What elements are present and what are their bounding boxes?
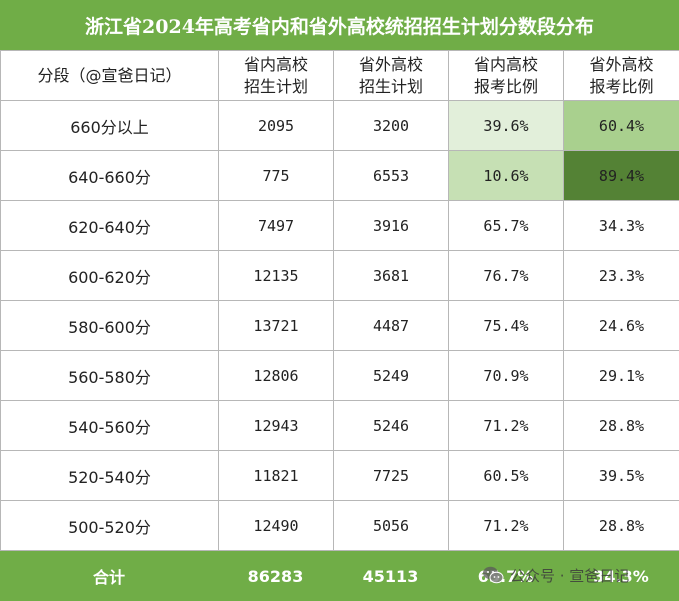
header-out-ratio: 省外高校 报考比例: [563, 50, 679, 101]
in-plan-cell: 12490: [218, 500, 334, 551]
table-row: 620-640分 7497 3916 65.7% 34.3%: [0, 200, 679, 251]
in-ratio-cell: 70.9%: [448, 350, 564, 401]
out-ratio-cell: 28.8%: [563, 400, 679, 451]
in-ratio-cell: 10.6%: [448, 150, 564, 201]
out-plan-cell: 6553: [333, 150, 449, 201]
header-in-ratio-line2: 报考比例: [473, 76, 538, 96]
in-plan-cell: 12943: [218, 400, 334, 451]
segment-cell: 660分以上: [0, 100, 219, 151]
out-ratio-cell: 29.1%: [563, 350, 679, 401]
table-row: 640-660分 775 6553 10.6% 89.4%: [0, 150, 679, 201]
header-in-plan-line2: 招生计划: [243, 76, 308, 96]
data-table: 分段（@宣爸日记） 省内高校 招生计划 省外高校 招生计划 省内高校 报考比例 …: [0, 50, 679, 551]
in-plan-cell: 775: [218, 150, 334, 201]
out-ratio-cell: 34.3%: [563, 200, 679, 251]
segment-cell: 500-520分: [0, 500, 219, 551]
watermark: 公众号 · 宣爸日记: [482, 561, 629, 589]
header-out-ratio-line1: 省外高校: [589, 54, 654, 74]
out-ratio-cell: 24.6%: [563, 300, 679, 351]
total-out-plan: 45113: [362, 566, 419, 586]
table-row: 560-580分 12806 5249 70.9% 29.1%: [0, 350, 679, 401]
out-ratio-cell: 60.4%: [563, 100, 679, 151]
in-ratio-cell: 71.2%: [448, 500, 564, 551]
out-plan-cell: 3916: [333, 200, 449, 251]
total-in-plan: 86283: [247, 566, 304, 586]
in-ratio-cell: 71.2%: [448, 400, 564, 451]
header-out-plan: 省外高校 招生计划: [333, 50, 449, 101]
in-ratio-cell: 75.4%: [448, 300, 564, 351]
segment-cell: 540-560分: [0, 400, 219, 451]
table-row: 520-540分 11821 7725 60.5% 39.5%: [0, 450, 679, 501]
table-row: 660分以上 2095 3200 39.6% 60.4%: [0, 100, 679, 151]
in-ratio-cell: 39.6%: [448, 100, 564, 151]
table-row: 580-600分 13721 4487 75.4% 24.6%: [0, 300, 679, 351]
in-ratio-cell: 65.7%: [448, 200, 564, 251]
out-plan-cell: 5056: [333, 500, 449, 551]
in-plan-cell: 12806: [218, 350, 334, 401]
header-in-plan-line1: 省内高校: [243, 54, 308, 74]
total-label: 合计: [92, 568, 125, 587]
header-segment: 分段（@宣爸日记）: [0, 50, 219, 101]
header-in-ratio: 省内高校 报考比例: [448, 50, 564, 101]
header-in-plan: 省内高校 招生计划: [218, 50, 334, 101]
in-plan-cell: 13721: [218, 300, 334, 351]
out-plan-cell: 7725: [333, 450, 449, 501]
table-body: 660分以上 2095 3200 39.6% 60.4% 640-660分 775 6553 1…: [0, 100, 679, 551]
in-ratio-cell: 60.5%: [448, 450, 564, 501]
table-title: 浙江省2024年高考省内和省外高校统招招生计划分数段分布: [0, 0, 679, 50]
out-ratio-cell: 23.3%: [563, 250, 679, 301]
segment-cell: 640-660分: [0, 150, 219, 201]
header-out-ratio-line2: 报考比例: [589, 76, 654, 96]
table-row: 540-560分 12943 5246 71.2% 28.8%: [0, 400, 679, 451]
out-plan-cell: 5246: [333, 400, 449, 451]
segment-cell: 520-540分: [0, 450, 219, 501]
header-row: 分段（@宣爸日记） 省内高校 招生计划 省外高校 招生计划 省内高校 报考比例 …: [0, 50, 679, 101]
segment-cell: 580-600分: [0, 300, 219, 351]
table-row: 600-620分 12135 3681 76.7% 23.3%: [0, 250, 679, 301]
out-ratio-cell: 89.4%: [563, 150, 679, 201]
segment-cell: 560-580分: [0, 350, 219, 401]
segment-cell: 620-640分: [0, 200, 219, 251]
header-out-plan-line2: 招生计划: [358, 76, 423, 96]
in-plan-cell: 7497: [218, 200, 334, 251]
out-plan-cell: 3681: [333, 250, 449, 301]
in-plan-cell: 11821: [218, 450, 334, 501]
segment-cell: 600-620分: [0, 250, 219, 301]
out-plan-cell: 3200: [333, 100, 449, 151]
wechat-icon: [483, 566, 504, 584]
in-ratio-cell: 76.7%: [448, 250, 564, 301]
out-ratio-cell: 28.8%: [563, 500, 679, 551]
header-out-plan-line1: 省外高校: [358, 54, 423, 74]
total-row: 合计 86283 45113 65.7% 34.3%: [0, 551, 679, 601]
in-plan-cell: 2095: [218, 100, 334, 151]
out-plan-cell: 4487: [333, 300, 449, 351]
watermark-text: 公众号 · 宣爸日记: [510, 566, 630, 585]
table-row: 500-520分 12490 5056 71.2% 28.8%: [0, 500, 679, 551]
in-plan-cell: 12135: [218, 250, 334, 301]
out-ratio-cell: 39.5%: [563, 450, 679, 501]
out-plan-cell: 5249: [333, 350, 449, 401]
total-out-ratio: 34.3%: [593, 566, 649, 586]
header-in-ratio-line1: 省内高校: [473, 54, 538, 74]
